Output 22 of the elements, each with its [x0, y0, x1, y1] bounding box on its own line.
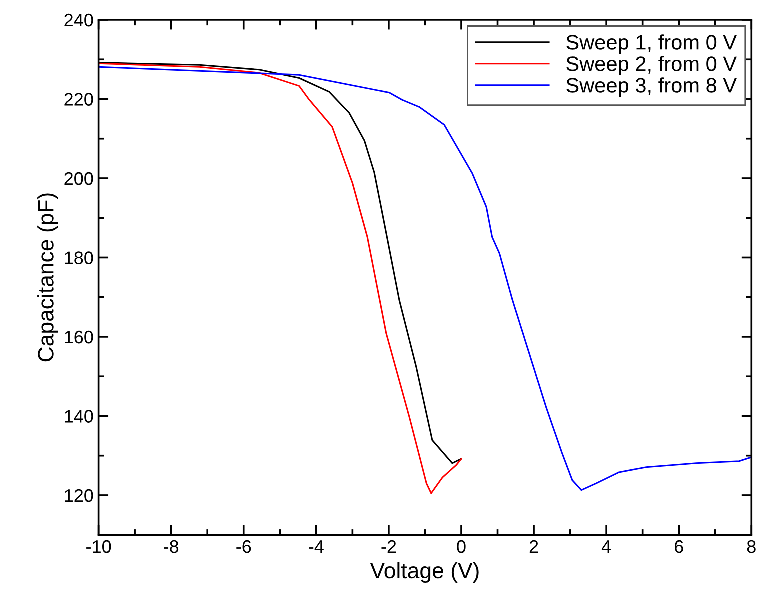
x-tick-label: 6: [675, 540, 684, 554]
x-tick-label: 0: [457, 540, 466, 554]
x-axis-title: Voltage (V): [370, 562, 479, 584]
legend-label: Sweep 1, from 0 V: [566, 34, 737, 54]
x-tick-label: 2: [530, 540, 538, 554]
x-tick-label: -8: [164, 540, 179, 554]
y-tick-label: 160: [65, 330, 94, 344]
y-tick-label: 120: [65, 489, 94, 502]
x-tick-label: 8: [747, 540, 756, 554]
y-tick-label: 200: [64, 172, 94, 186]
x-tick-label: -4: [309, 540, 324, 554]
y-tick-label: 220: [64, 93, 94, 106]
x-tick-label: 4: [602, 540, 612, 554]
y-tick-label: 240: [64, 14, 94, 27]
y-axis-title: Capacitance (pF): [38, 194, 58, 362]
x-tick-label: -6: [236, 540, 252, 554]
y-tick-label: 140: [65, 410, 94, 423]
legend-label: Sweep 3, from 8 V: [566, 78, 737, 98]
x-tick-label: -10: [86, 540, 112, 554]
x-tick-label: -2: [382, 540, 396, 554]
y-tick-label: 180: [65, 252, 94, 264]
legend-label: Sweep 2, from 0 V: [566, 56, 737, 76]
